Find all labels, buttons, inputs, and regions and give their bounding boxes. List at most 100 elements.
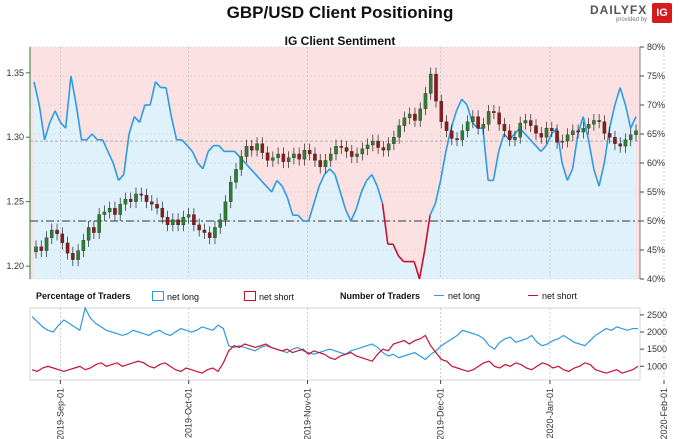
candle-body-111 bbox=[618, 143, 622, 147]
percent-segment-16 bbox=[117, 174, 125, 181]
candle-body-5 bbox=[60, 233, 65, 244]
candle-body-36 bbox=[223, 201, 228, 220]
candle-body-52 bbox=[307, 149, 312, 155]
candle-body-58 bbox=[339, 146, 344, 148]
percent-segment-52 bbox=[307, 203, 315, 222]
percent-segment-63 bbox=[366, 174, 373, 181]
legend-num-title: Number of Traders bbox=[340, 291, 421, 301]
right-tick-label-5: 65% bbox=[647, 129, 665, 139]
candle-body-108 bbox=[602, 121, 607, 134]
candle-body-40 bbox=[244, 146, 249, 157]
percent-segment-112 bbox=[624, 104, 632, 129]
legend-number: Number of Traders bbox=[340, 291, 420, 301]
candle-body-70 bbox=[402, 117, 407, 126]
percent-segment-43 bbox=[260, 179, 267, 187]
percent-segment-44 bbox=[265, 185, 273, 193]
percent-segment-10 bbox=[86, 133, 93, 141]
candle-body-73 bbox=[418, 108, 422, 121]
percent-segment-20 bbox=[138, 104, 146, 123]
percent-segment-66 bbox=[381, 203, 389, 245]
percent-segment-60 bbox=[350, 209, 357, 222]
candle-body-35 bbox=[218, 219, 222, 228]
percent-segment-75 bbox=[429, 203, 437, 216]
left-tick-label-2: 1.30 bbox=[6, 132, 24, 142]
percent-segment-110 bbox=[614, 87, 621, 106]
candle-body-50 bbox=[297, 153, 301, 160]
candle-body-61 bbox=[355, 153, 359, 157]
candle-body-10 bbox=[86, 227, 91, 241]
candle-body-44 bbox=[265, 152, 270, 161]
candle-body-74 bbox=[423, 93, 428, 110]
candle-body-54 bbox=[318, 160, 322, 168]
candle-body-37 bbox=[228, 182, 233, 202]
candle-body-8 bbox=[76, 250, 80, 260]
percent-segment-56 bbox=[329, 168, 336, 176]
percent-segment-29 bbox=[186, 145, 194, 152]
logo-subtext: provided by bbox=[616, 17, 648, 23]
percent-segment-5 bbox=[59, 121, 67, 129]
percent-segment-13 bbox=[101, 139, 109, 152]
percent-segment-111 bbox=[619, 87, 627, 106]
candle-body-17 bbox=[123, 198, 128, 205]
candle-body-23 bbox=[155, 204, 159, 209]
candle-body-25 bbox=[165, 216, 170, 226]
candle-body-45 bbox=[271, 157, 275, 161]
candle-body-86 bbox=[486, 111, 491, 125]
legend-pct-short: net short bbox=[244, 291, 294, 302]
lower-frame bbox=[29, 307, 641, 381]
price-candles bbox=[34, 67, 638, 267]
candle-body-67 bbox=[386, 143, 391, 151]
legend-num-long-label: net long bbox=[448, 291, 481, 301]
candle-body-84 bbox=[476, 116, 480, 129]
candle-body-80 bbox=[455, 138, 459, 140]
percent-segment-101 bbox=[566, 168, 574, 181]
dailyfx-logo: DAILYFX provided by IG bbox=[590, 2, 676, 26]
candle-body-94 bbox=[528, 120, 533, 126]
percent-segment-95 bbox=[535, 145, 542, 152]
percent-segment-69 bbox=[397, 255, 405, 263]
percent-segment-25 bbox=[165, 87, 173, 117]
right-tick-label-6: 70% bbox=[647, 100, 665, 110]
legend-num-short: net short bbox=[528, 291, 577, 301]
percent-segment-96 bbox=[540, 145, 547, 152]
traders-net-long-line bbox=[31, 306, 638, 361]
candle-body-77 bbox=[439, 100, 444, 122]
percent-segment-107 bbox=[598, 162, 606, 187]
percent-segment-64 bbox=[371, 174, 378, 187]
percent-segment-28 bbox=[181, 139, 188, 147]
candle-body-76 bbox=[434, 73, 438, 102]
candle-body-3 bbox=[50, 229, 54, 238]
legend-pct-long-label: net long bbox=[167, 292, 200, 302]
candle-body-14 bbox=[107, 207, 112, 213]
traders-net-short-line bbox=[31, 334, 639, 374]
candle-body-24 bbox=[160, 207, 165, 218]
candle-body-31 bbox=[197, 224, 201, 231]
candle-body-11 bbox=[92, 227, 96, 233]
percent-segment-8 bbox=[75, 104, 83, 140]
candle-body-60 bbox=[350, 151, 354, 157]
percent-segment-65 bbox=[376, 185, 384, 204]
percent-segment-0 bbox=[33, 81, 41, 106]
percent-segment-100 bbox=[561, 162, 569, 181]
lower-tick-label-3: 2500 bbox=[647, 310, 667, 320]
candle-body-98 bbox=[550, 128, 554, 131]
candle-body-82 bbox=[465, 121, 470, 131]
right-tick-label-3: 55% bbox=[647, 187, 665, 197]
candle-body-0 bbox=[34, 246, 38, 253]
candle-body-87 bbox=[492, 111, 496, 113]
percent-segment-30 bbox=[191, 151, 199, 164]
candle-body-59 bbox=[344, 147, 349, 152]
candle-body-16 bbox=[118, 204, 122, 215]
candle-body-69 bbox=[397, 125, 401, 138]
gridlines bbox=[30, 46, 665, 380]
candle-body-47 bbox=[281, 153, 286, 162]
candle-body-85 bbox=[481, 124, 486, 129]
percent-segment-22 bbox=[149, 81, 157, 106]
candle-body-112 bbox=[623, 139, 628, 147]
percent-segment-74 bbox=[423, 215, 431, 251]
percent-segment-3 bbox=[49, 110, 56, 123]
candle-body-56 bbox=[328, 153, 333, 161]
percent-segment-42 bbox=[255, 174, 262, 181]
left-tick-label-1: 1.25 bbox=[6, 197, 24, 207]
